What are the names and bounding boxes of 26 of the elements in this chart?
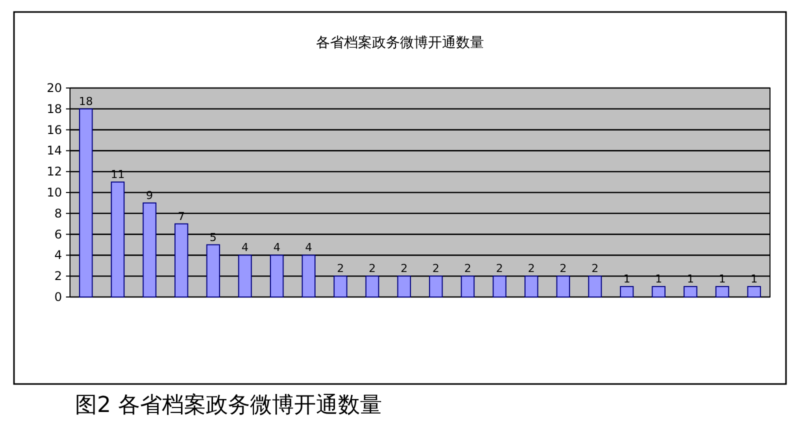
data-label: 2: [528, 262, 535, 276]
title: 各省档案政务微博开通数量: [316, 35, 484, 51]
y-tick-label: 4: [54, 248, 62, 262]
y-tick-label: 16: [46, 122, 62, 137]
y-tick-label: 6: [54, 227, 62, 242]
data-label: 2: [592, 262, 598, 276]
y-tick-label: 2: [54, 269, 62, 284]
data-label: 2: [336, 262, 344, 276]
data-label: 2: [464, 262, 472, 276]
annotation: 图2 各省档案政务微博开通数量: [75, 393, 382, 418]
y-tick-label: 18: [46, 102, 62, 116]
y-tick-label: 10: [46, 186, 62, 200]
data-label: 2: [560, 262, 567, 276]
data-label: 2: [496, 262, 504, 276]
data-label: 18: [78, 94, 93, 108]
data-label: 2: [432, 262, 440, 276]
data-label: 4: [305, 241, 312, 254]
y-tick-label: 12: [46, 164, 62, 179]
data-label: 2: [400, 262, 408, 276]
y-tick-label: 0: [54, 290, 62, 304]
y-tick-label: 14: [46, 144, 62, 158]
data-label: 4: [273, 241, 280, 254]
y-tick-label: 20: [46, 81, 62, 95]
data-label: 2: [368, 262, 376, 276]
data-label: 4: [242, 241, 248, 254]
y-tick-label: 8: [54, 206, 62, 220]
